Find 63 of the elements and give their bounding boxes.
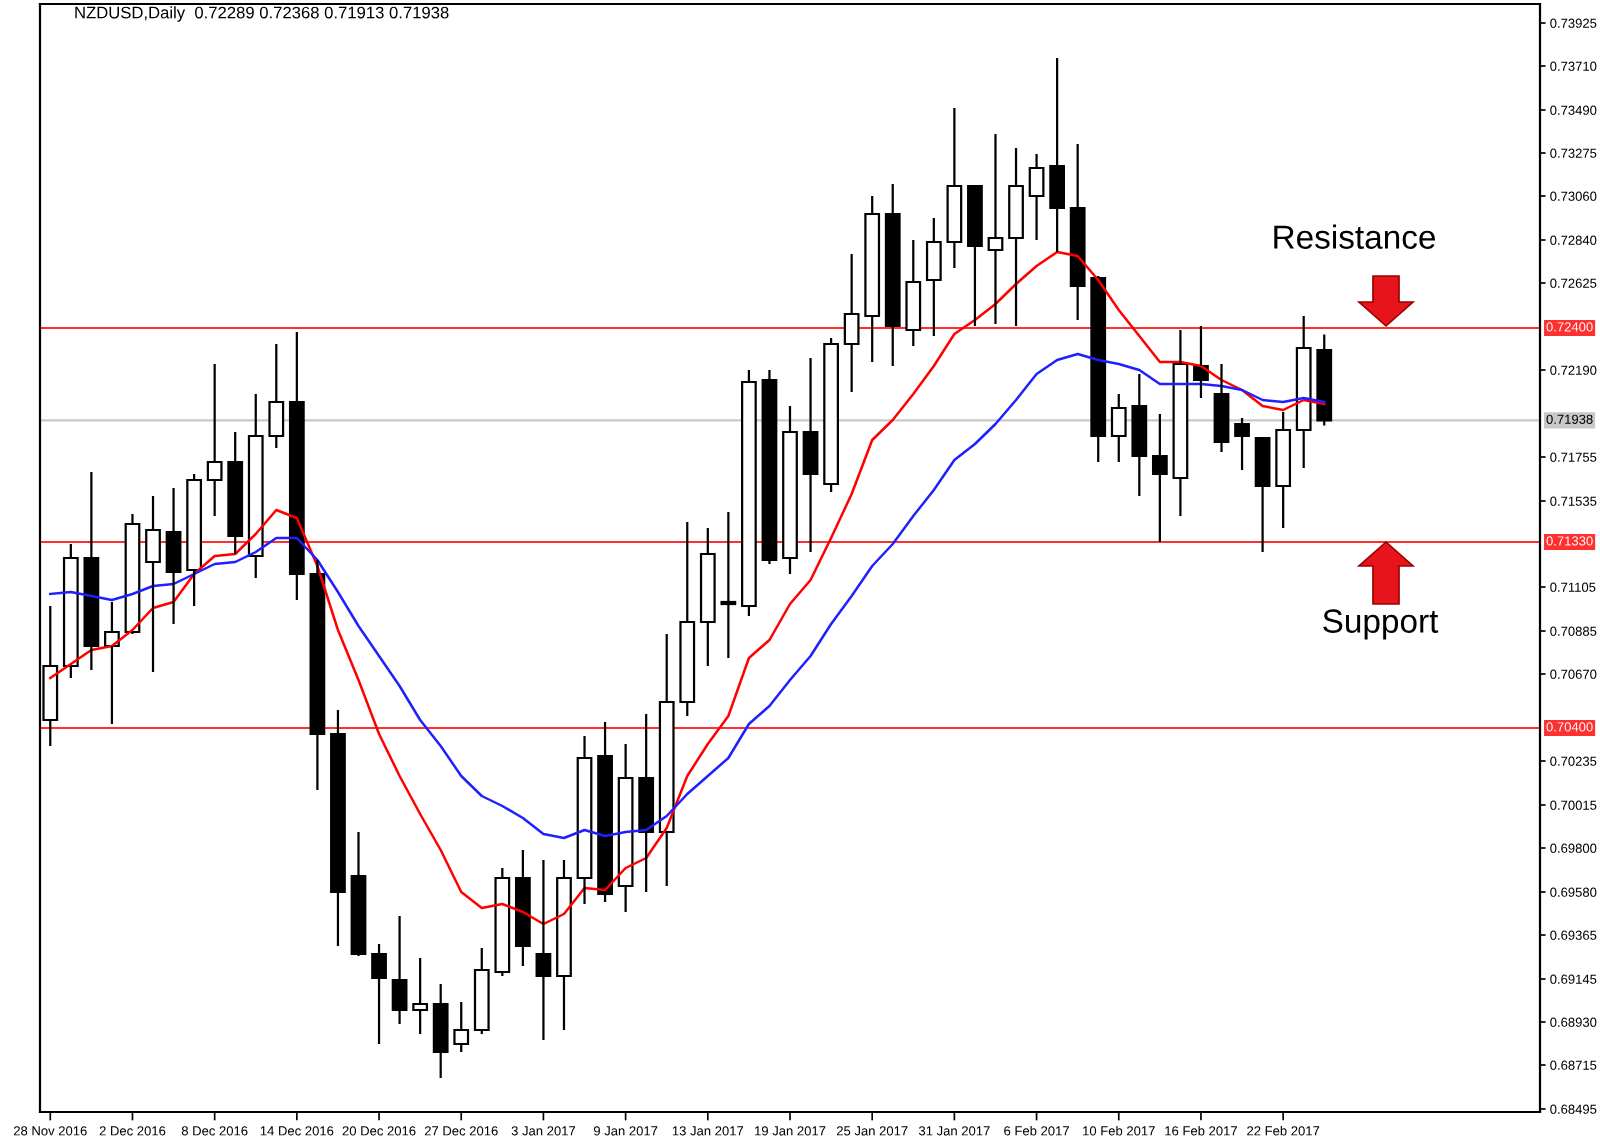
candlestick [412, 956, 429, 1036]
candlestick [1295, 314, 1312, 470]
candlestick [1008, 146, 1024, 328]
candlestick [946, 106, 963, 270]
candlestick [309, 558, 326, 792]
candlestick [124, 512, 141, 636]
candlestick [83, 470, 100, 672]
candlestick [206, 362, 223, 518]
candlestick [145, 494, 161, 674]
candlestick [1213, 362, 1230, 454]
candlestick [699, 526, 716, 668]
annotation: Support [1323, 609, 1439, 640]
candlestick [1090, 274, 1107, 464]
candlestick [268, 342, 285, 450]
candlestick [864, 194, 881, 364]
candlestick [62, 542, 79, 680]
candlestick [967, 184, 983, 328]
candlestick [556, 858, 572, 1032]
candlestick [1254, 436, 1271, 554]
candlestick [638, 712, 655, 894]
candlestick [391, 914, 408, 1026]
candlestick [350, 830, 367, 958]
candlestick [1131, 372, 1148, 498]
candlestick [925, 216, 942, 338]
candlestick [741, 368, 757, 618]
candlestick [1172, 328, 1189, 518]
candlestick [165, 486, 182, 626]
candlestick [514, 848, 531, 968]
candlestick [473, 946, 490, 1036]
candlestick [186, 472, 202, 608]
candlestick [1049, 56, 1066, 254]
candlestick [494, 866, 511, 978]
candlestick [884, 182, 901, 368]
candlestick [658, 632, 675, 888]
candlestick [247, 392, 264, 580]
candlestick [371, 942, 387, 1046]
candlestick [1316, 333, 1333, 427]
candlestick [1275, 410, 1292, 530]
candlestick [802, 356, 819, 554]
candlestick [330, 708, 346, 948]
candlestick [987, 132, 1004, 326]
candlestick [761, 368, 778, 566]
candlestick [905, 238, 922, 348]
candlestick [597, 720, 613, 904]
candlestick [432, 982, 449, 1080]
candlestick [576, 734, 593, 906]
candlestick [1234, 416, 1250, 472]
candlestick [1069, 142, 1086, 322]
candlestick [617, 742, 634, 914]
candlestick [720, 510, 737, 660]
candlestick [1151, 412, 1168, 544]
candlestick [823, 336, 839, 494]
candlestick [453, 1000, 470, 1054]
candlestick [679, 520, 696, 718]
candlestick [227, 430, 244, 556]
candlestick [843, 252, 860, 394]
chart-title: NZDUSD,Daily 0.72289 0.72368 0.71913 0.71938 [75, 6, 449, 22]
candlestick [288, 330, 305, 602]
candlestick [535, 858, 552, 1042]
candlestick [782, 404, 798, 576]
annotation: Resistance [1274, 224, 1435, 249]
candlestick [1028, 152, 1045, 242]
candlestick [1110, 392, 1127, 464]
